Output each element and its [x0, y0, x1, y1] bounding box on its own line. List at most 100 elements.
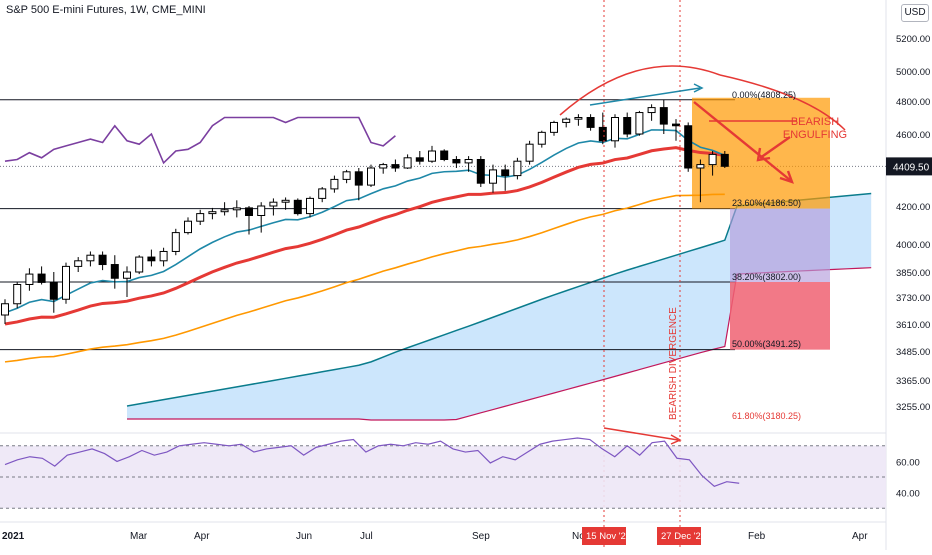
time-axis-label: Sep — [472, 531, 490, 542]
candle-body[interactable] — [464, 159, 473, 164]
candle-body[interactable] — [391, 164, 400, 169]
price-axis-label: 5000.00 — [896, 67, 930, 78]
candle-body[interactable] — [1, 303, 9, 316]
candle-body[interactable] — [171, 232, 180, 252]
annotation-bearish-divergence: BEARISH DIVERGENCE — [668, 307, 679, 420]
candle-body[interactable] — [708, 153, 717, 166]
candle-body[interactable] — [220, 209, 229, 213]
candle-body[interactable] — [574, 117, 583, 120]
fib-zone-38 — [730, 208, 830, 282]
candle-body[interactable] — [513, 160, 522, 177]
lagging-span-line — [4, 116, 396, 165]
time-marker-label: 15 Nov '21 — [586, 531, 631, 542]
candle-body[interactable] — [415, 157, 424, 162]
ema-orange-line — [4, 193, 725, 363]
candle-body[interactable] — [123, 271, 131, 279]
price-axis-label: 4800.00 — [896, 97, 930, 108]
candle-body[interactable] — [147, 256, 156, 262]
candle-body[interactable] — [623, 117, 632, 135]
currency-selector[interactable]: USD — [901, 4, 929, 22]
price-axis-label: 3255.00 — [896, 402, 930, 413]
rsi-divergence-arrow — [603, 427, 679, 441]
candle-body[interactable] — [562, 118, 571, 123]
price-axis-label: 4200.00 — [896, 202, 930, 213]
candle-body[interactable] — [330, 178, 339, 190]
candle-body[interactable] — [232, 207, 241, 211]
candle-body[interactable] — [452, 159, 461, 164]
candle-body[interactable] — [135, 256, 144, 273]
candle-body[interactable] — [196, 213, 205, 222]
price-axis-label: 3365.00 — [896, 376, 930, 387]
candle-body[interactable] — [13, 284, 22, 305]
candle-body[interactable] — [598, 126, 607, 142]
candle-body[interactable] — [367, 167, 375, 186]
candle-body[interactable] — [281, 199, 290, 203]
arc-annotation-left — [559, 65, 721, 116]
time-axis-label: Nov — [572, 531, 590, 542]
time-axis-label: Jul — [360, 531, 373, 542]
conversion-line — [4, 129, 726, 314]
candle-body[interactable] — [159, 250, 168, 262]
candle-body[interactable] — [257, 205, 266, 216]
candle-body[interactable] — [611, 117, 619, 142]
candle-body[interactable] — [110, 264, 119, 279]
ema-red-line — [4, 146, 726, 326]
price-axis-label: 3730.00 — [896, 293, 930, 304]
candle-body[interactable] — [489, 169, 497, 184]
candle-body[interactable] — [37, 273, 46, 283]
candle-body[interactable] — [25, 273, 34, 286]
candle-body[interactable] — [379, 164, 388, 169]
annotation-bearish-engulfing: ENGULFING — [783, 129, 847, 141]
candle-body[interactable] — [208, 211, 217, 215]
candle-body[interactable] — [440, 150, 449, 160]
candle-body[interactable] — [696, 164, 705, 169]
candle-body[interactable] — [672, 123, 680, 127]
candle-body[interactable] — [86, 254, 95, 262]
time-axis-label: Jun — [296, 531, 312, 542]
candle-body[interactable] — [184, 220, 192, 234]
price-axis-label: 3485.00 — [896, 347, 930, 358]
candle-body[interactable] — [245, 207, 253, 216]
candle-body[interactable] — [403, 157, 412, 169]
candle-body[interactable] — [684, 125, 693, 169]
candle-body[interactable] — [586, 117, 595, 128]
candle-body[interactable] — [354, 171, 363, 186]
time-marker-box — [582, 527, 626, 545]
fib-level-label: 38.20%(3802.00) — [732, 272, 801, 282]
pointer-arrow-engulfing — [759, 136, 791, 159]
time-axis-label: 2021 — [2, 531, 25, 542]
candle-body[interactable] — [476, 159, 485, 184]
fib-level-label: 23.60%(4186.50) — [732, 198, 801, 208]
rsi-axis-label: 40.00 — [896, 489, 920, 500]
candle-body[interactable] — [647, 107, 656, 114]
candle-body[interactable] — [306, 197, 314, 215]
time-axis-label: Mar — [130, 531, 148, 542]
candle-body[interactable] — [74, 260, 83, 267]
candle-body[interactable] — [501, 169, 510, 177]
candle-body[interactable] — [269, 201, 278, 207]
candle-body[interactable] — [318, 188, 327, 199]
candle-body[interactable] — [525, 143, 534, 162]
candle-body[interactable] — [659, 107, 668, 125]
candle-body[interactable] — [62, 265, 70, 300]
candle-body[interactable] — [428, 150, 436, 162]
candle-body[interactable] — [550, 121, 558, 133]
candle-body[interactable] — [537, 131, 546, 145]
candle-body[interactable] — [342, 171, 351, 180]
time-axis-label: Apr — [194, 531, 210, 542]
price-axis-label: 4000.00 — [896, 240, 930, 251]
candle-body[interactable] — [635, 112, 644, 135]
candle-body[interactable] — [293, 199, 302, 215]
time-axis-label: Feb — [748, 531, 766, 542]
price-axis-label: 5200.00 — [896, 34, 930, 45]
rsi-divergence-arrowhead — [670, 434, 682, 445]
symbol-title: S&P 500 E-mini Futures, 1W, CME_MINI — [6, 4, 206, 16]
trend-arrow-red — [693, 101, 791, 181]
fib-level-label: 0.00%(4808.25) — [732, 90, 796, 100]
candle-body[interactable] — [98, 254, 107, 266]
candle-body[interactable] — [720, 153, 729, 167]
price-axis — [886, 0, 932, 550]
candle-body[interactable] — [49, 281, 58, 300]
